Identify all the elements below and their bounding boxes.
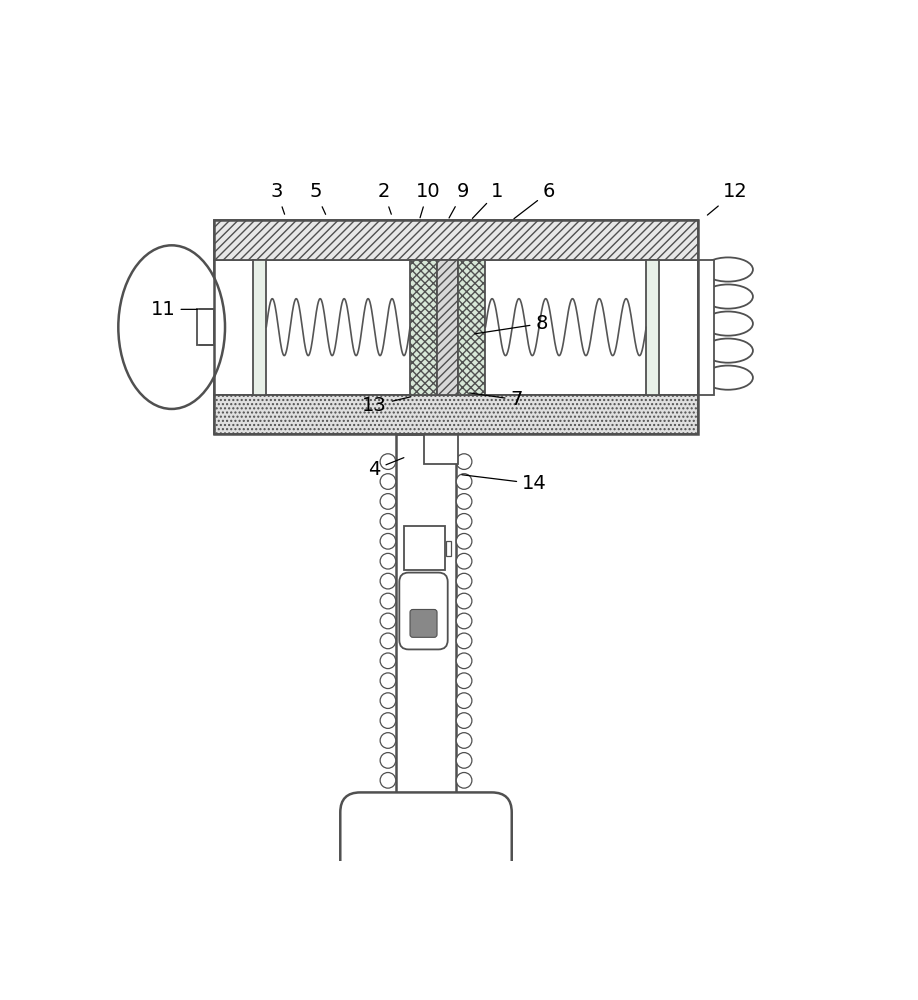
Bar: [215, 260, 699, 395]
Circle shape: [380, 514, 396, 529]
Circle shape: [456, 613, 472, 629]
Bar: [396, 434, 456, 800]
Circle shape: [456, 514, 472, 529]
Circle shape: [380, 653, 396, 669]
FancyBboxPatch shape: [410, 609, 437, 637]
Circle shape: [380, 633, 396, 649]
Bar: [437, 260, 458, 395]
Circle shape: [456, 713, 472, 728]
Text: 10: 10: [416, 182, 440, 218]
Text: 12: 12: [708, 182, 747, 215]
Circle shape: [456, 673, 472, 689]
Bar: [196, 309, 215, 345]
Circle shape: [380, 733, 396, 748]
Circle shape: [456, 773, 472, 788]
Circle shape: [380, 593, 396, 609]
Circle shape: [380, 713, 396, 728]
Text: 8: 8: [475, 314, 548, 334]
Circle shape: [380, 773, 396, 788]
Bar: [458, 260, 486, 395]
Text: 5: 5: [309, 182, 326, 214]
Ellipse shape: [703, 311, 753, 336]
Text: 1: 1: [473, 182, 504, 218]
Text: 9: 9: [449, 182, 469, 218]
Bar: [215, 220, 699, 260]
Bar: [404, 526, 445, 570]
Bar: [172, 309, 215, 345]
Text: 3: 3: [271, 182, 285, 214]
Bar: [699, 260, 714, 395]
Text: 14: 14: [462, 474, 547, 493]
FancyBboxPatch shape: [341, 792, 511, 881]
Circle shape: [380, 693, 396, 708]
Circle shape: [456, 633, 472, 649]
FancyBboxPatch shape: [399, 573, 448, 649]
Text: 4: 4: [368, 458, 404, 479]
Text: 6: 6: [514, 182, 554, 219]
Bar: [424, 434, 458, 464]
Circle shape: [380, 494, 396, 509]
Bar: [410, 260, 437, 395]
Circle shape: [456, 653, 472, 669]
Text: 13: 13: [362, 396, 411, 415]
Ellipse shape: [703, 257, 753, 282]
Circle shape: [380, 553, 396, 569]
Circle shape: [456, 753, 472, 768]
Circle shape: [456, 454, 472, 469]
Circle shape: [380, 753, 396, 768]
Ellipse shape: [703, 366, 753, 390]
Bar: [215, 220, 699, 434]
Circle shape: [456, 573, 472, 589]
Circle shape: [380, 454, 396, 469]
Circle shape: [456, 733, 472, 748]
Circle shape: [456, 553, 472, 569]
Bar: [253, 260, 266, 395]
Ellipse shape: [118, 245, 225, 409]
Circle shape: [456, 494, 472, 509]
Ellipse shape: [703, 339, 753, 363]
Circle shape: [456, 693, 472, 708]
Circle shape: [456, 593, 472, 609]
Circle shape: [456, 533, 472, 549]
Circle shape: [380, 613, 396, 629]
Circle shape: [380, 573, 396, 589]
Circle shape: [380, 673, 396, 689]
Text: 7: 7: [470, 390, 523, 409]
Text: 2: 2: [377, 182, 391, 214]
Ellipse shape: [703, 284, 753, 309]
Circle shape: [380, 474, 396, 489]
Circle shape: [456, 474, 472, 489]
Bar: [215, 395, 699, 434]
Bar: [646, 260, 659, 395]
Text: 11: 11: [151, 300, 197, 319]
Bar: [446, 541, 452, 556]
Circle shape: [380, 533, 396, 549]
